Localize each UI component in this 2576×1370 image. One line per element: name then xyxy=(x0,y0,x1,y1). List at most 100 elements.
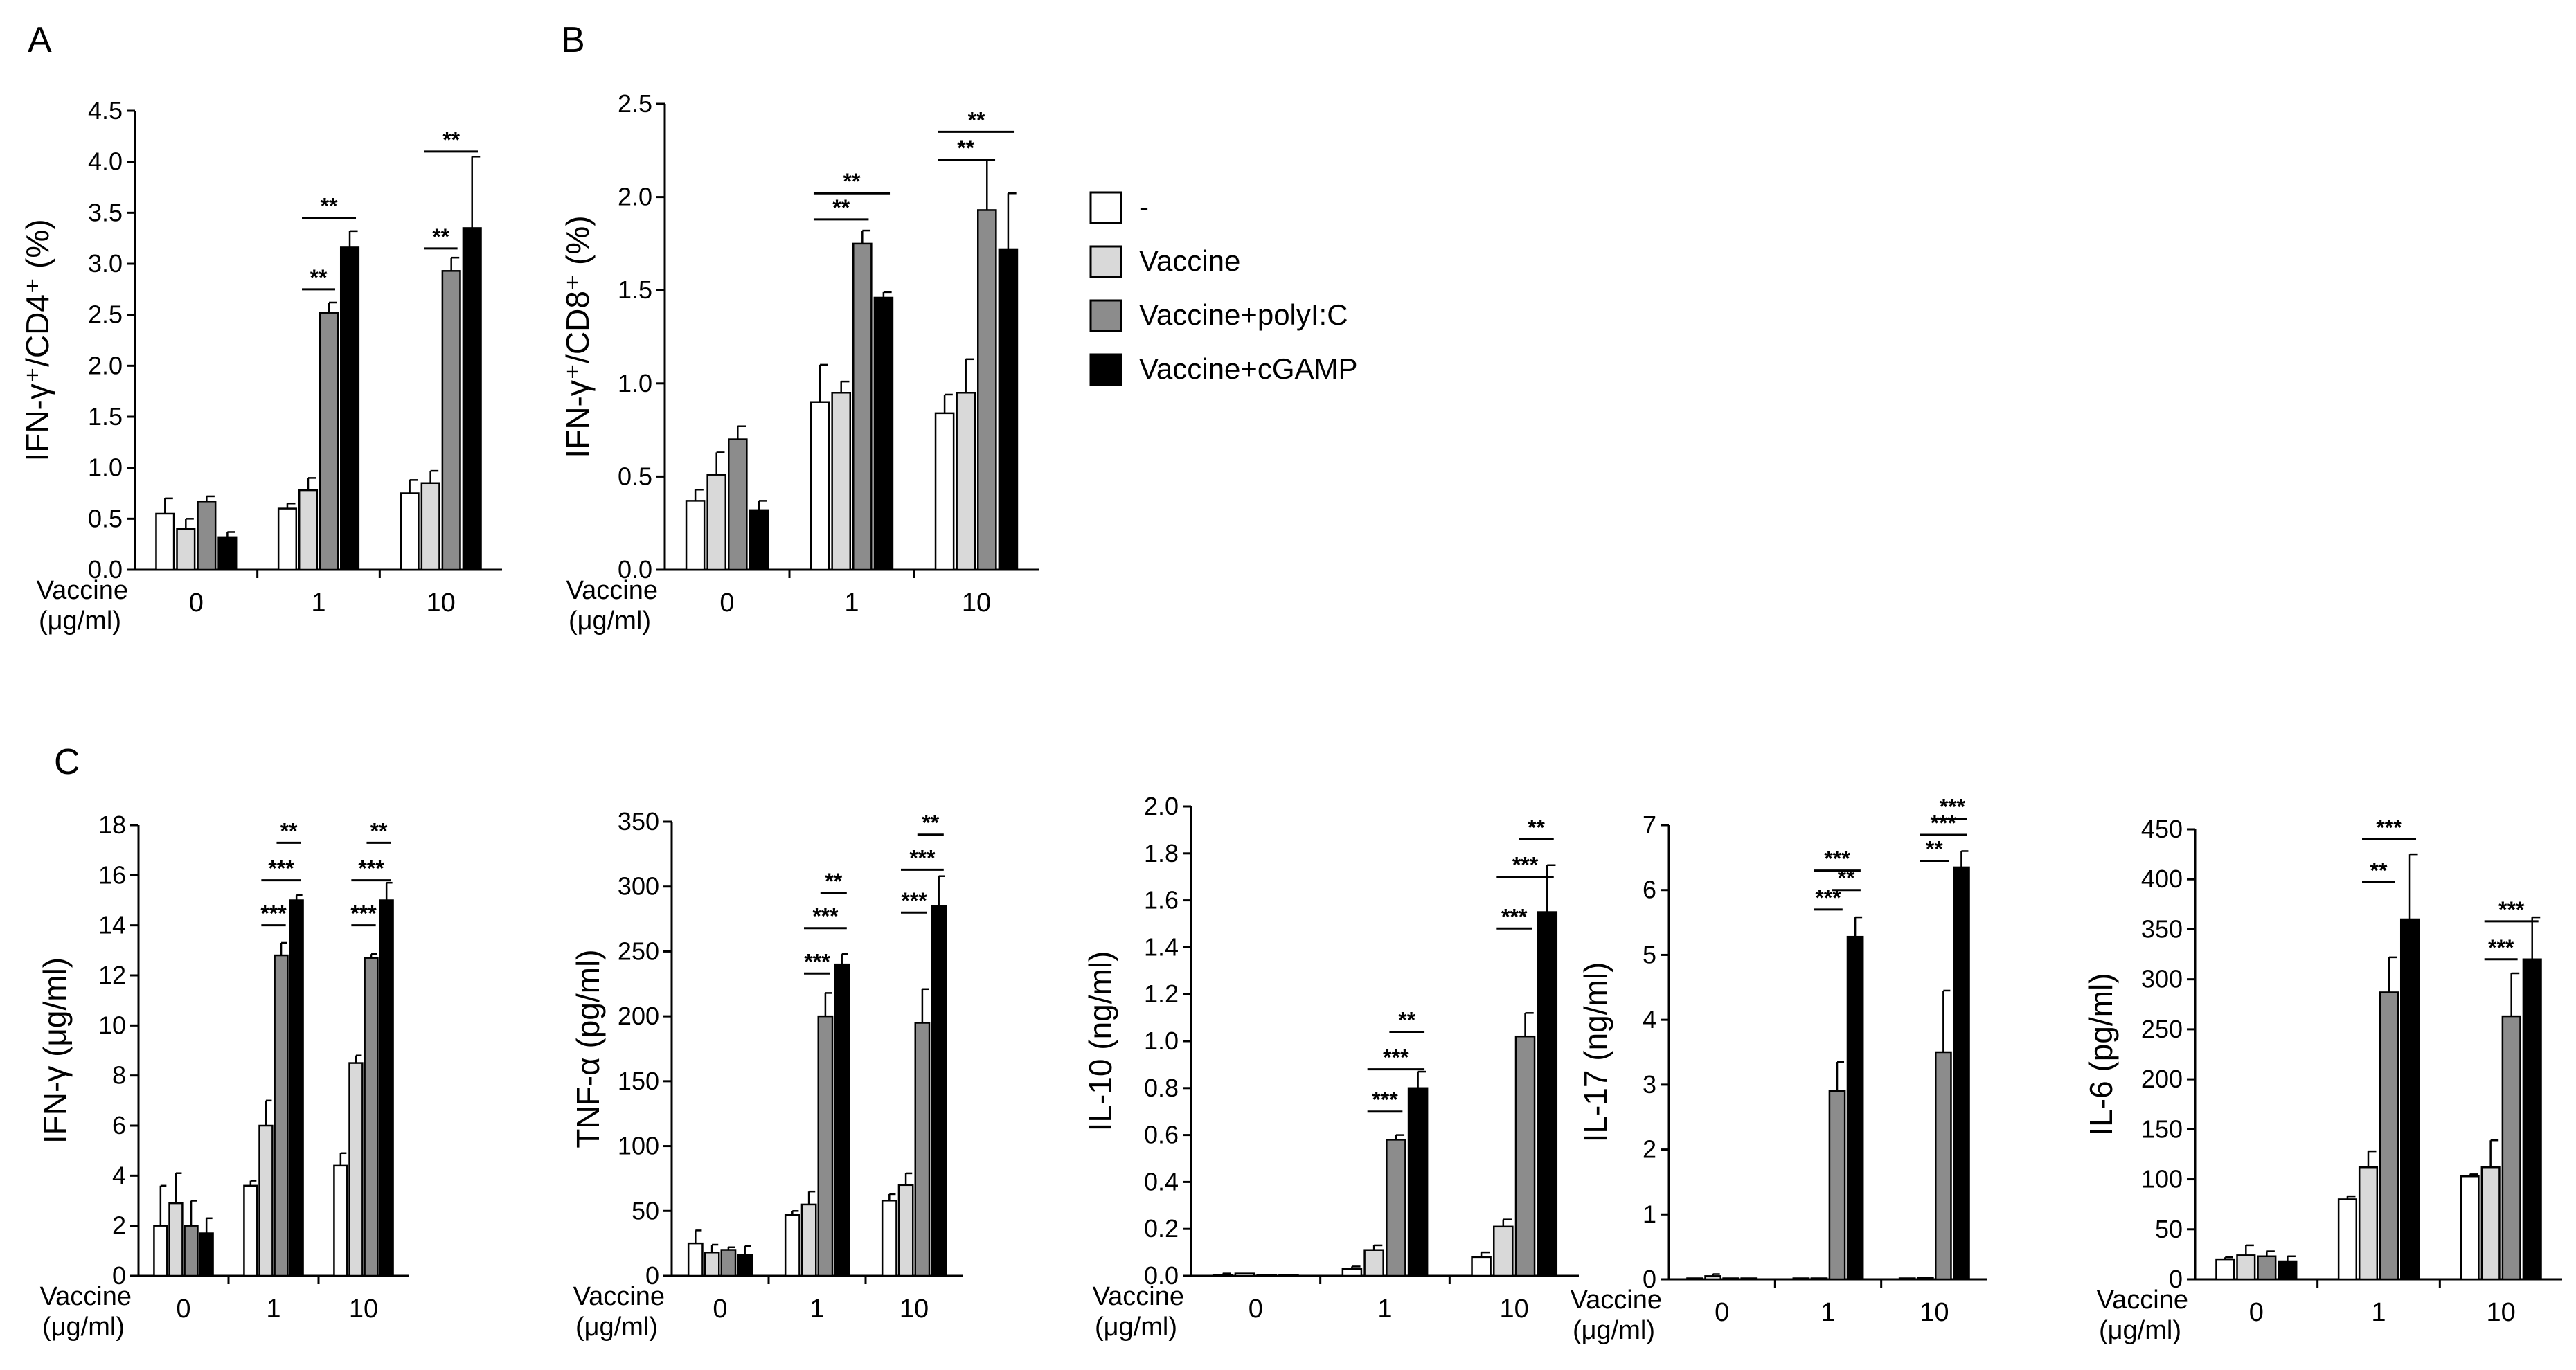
significance-label: *** xyxy=(1931,811,1957,836)
legend-label-polyic: Vaccine+polyI:C xyxy=(1139,298,1348,331)
legend-item-vaccine: Vaccine xyxy=(1089,244,1240,278)
legend-label-cgamp: Vaccine+cGAMP xyxy=(1139,352,1358,385)
bar-vaccine xyxy=(897,1184,914,1277)
y-tick-label: 0 xyxy=(1643,1265,1656,1293)
bar-vaccine xyxy=(1493,1225,1514,1277)
y-tick-label: 14 xyxy=(98,911,126,939)
legend-swatch-none xyxy=(1089,191,1122,224)
bar-cgamp xyxy=(1278,1274,1299,1277)
x-tick-label: 0 xyxy=(176,1295,190,1324)
y-tick-label: 2 xyxy=(112,1211,126,1240)
y-tick-label: 6 xyxy=(1643,876,1656,904)
y-tick-label: 0.5 xyxy=(618,462,652,490)
bar-none xyxy=(934,412,955,571)
bar-polyic xyxy=(1935,1051,1952,1281)
bar-polyic xyxy=(914,1022,931,1277)
y-axis-label: IFN-γ⁺/CD4⁺ (%) xyxy=(19,219,55,461)
y-tick-label: 7 xyxy=(1643,811,1656,839)
y-tick-label: 0.0 xyxy=(1144,1261,1179,1290)
bar-polyic xyxy=(720,1249,737,1277)
bar-vaccine xyxy=(168,1202,184,1277)
significance-label: ** xyxy=(1528,815,1545,840)
significance-label: ** xyxy=(321,194,338,219)
x-tick-label: 1 xyxy=(1377,1295,1392,1324)
legend-label-vaccine: Vaccine xyxy=(1139,244,1240,277)
x-row-label: Vaccine xyxy=(2097,1286,2188,1315)
bar-cgamp xyxy=(873,296,894,571)
x-tick-label: 0 xyxy=(1715,1298,1729,1327)
x-row-unit: (μg/ml) xyxy=(1095,1313,1177,1342)
x-row-label: Vaccine xyxy=(1571,1286,1662,1315)
chart-c4: 0 1 2 3 4 5 6 7 IL-17 (ng/ml) 0 1 10 Vaccine(μg/ml) *… xyxy=(1571,795,1987,1345)
panel-label: B xyxy=(561,20,585,60)
y-tick-label: 100 xyxy=(2141,1165,2183,1193)
x-tick-label: 10 xyxy=(962,588,991,618)
y-tick-label: 100 xyxy=(618,1132,659,1160)
bar-vaccine xyxy=(1363,1249,1384,1277)
bar-none xyxy=(1792,1277,1810,1281)
x-row-unit: (μg/ml) xyxy=(569,606,651,636)
legend-item-none: - xyxy=(1089,190,1149,224)
y-tick-label: 1.8 xyxy=(1144,839,1179,867)
bar-vaccine xyxy=(176,528,196,571)
significance-label: *** xyxy=(1824,847,1850,872)
bar-cgamp xyxy=(199,1232,214,1277)
bar-vaccine xyxy=(258,1124,274,1277)
y-tick-label: 12 xyxy=(98,961,126,989)
x-row-label: Vaccine xyxy=(37,576,128,605)
bar-cgamp xyxy=(931,905,947,1277)
y-axis-label: IFN-γ⁺/CD8⁺ (%) xyxy=(560,215,596,458)
significance-label: *** xyxy=(2376,815,2402,840)
x-row-unit: (μg/ml) xyxy=(2099,1316,2181,1345)
y-tick-label: 0 xyxy=(645,1261,659,1290)
bar-polyic xyxy=(274,954,289,1277)
y-tick-label: 0.0 xyxy=(618,555,652,584)
bar-none xyxy=(1686,1277,1703,1281)
bar-cgamp xyxy=(737,1254,753,1277)
bar-cgamp xyxy=(1407,1087,1429,1277)
bar-vaccine xyxy=(1810,1277,1828,1281)
bar-polyic xyxy=(728,438,748,571)
x-tick-label: 1 xyxy=(311,588,325,618)
bar-polyic xyxy=(2501,1015,2521,1281)
y-tick-label: 1.4 xyxy=(1144,932,1179,961)
significance-label: ** xyxy=(843,169,861,194)
x-tick-label: 0 xyxy=(189,588,204,618)
bar-polyic xyxy=(1514,1035,1536,1277)
y-tick-label: 0 xyxy=(2169,1265,2183,1293)
bar-polyic xyxy=(852,242,873,571)
bar-polyic xyxy=(1828,1090,1846,1281)
x-tick-label: 10 xyxy=(900,1295,929,1324)
chart-c3: 0.0 0.2 0.4 0.6 0.8 1.0 1.2 1.4 1.6 1.8 2.0 IL-10 (… xyxy=(1082,792,1579,1342)
significance-label: *** xyxy=(901,888,927,913)
y-tick-label: 1.5 xyxy=(618,276,652,304)
bar-vaccine xyxy=(956,392,976,571)
bar-none xyxy=(1341,1268,1363,1277)
legend-swatch-vaccine xyxy=(1089,245,1122,278)
y-tick-label: 50 xyxy=(632,1196,659,1225)
bar-none xyxy=(1471,1256,1492,1277)
y-tick-label: 3.5 xyxy=(88,198,123,226)
x-row-unit: (μg/ml) xyxy=(1573,1316,1655,1345)
y-tick-label: 4.5 xyxy=(88,96,123,125)
y-tick-label: 0.0 xyxy=(88,555,123,584)
y-tick-label: 8 xyxy=(112,1061,126,1090)
bar-polyic xyxy=(1722,1277,1740,1281)
significance-label: *** xyxy=(804,949,830,974)
x-tick-label: 1 xyxy=(266,1295,280,1324)
y-tick-label: 1.5 xyxy=(88,402,123,431)
y-tick-label: 4 xyxy=(1643,1005,1656,1034)
bar-none xyxy=(277,507,298,571)
significance-label: ** xyxy=(2370,858,2388,883)
bar-none xyxy=(687,1242,704,1277)
bar-vaccine xyxy=(348,1062,364,1277)
bar-cgamp xyxy=(217,536,238,571)
bar-vaccine xyxy=(420,482,440,571)
bar-vaccine xyxy=(800,1203,817,1277)
bar-none xyxy=(243,1184,258,1277)
bar-none xyxy=(2337,1198,2358,1281)
legend-item-cgamp: Vaccine+cGAMP xyxy=(1089,352,1358,386)
legend-swatch-polyic xyxy=(1089,299,1122,332)
x-row-label: Vaccine xyxy=(566,576,658,605)
